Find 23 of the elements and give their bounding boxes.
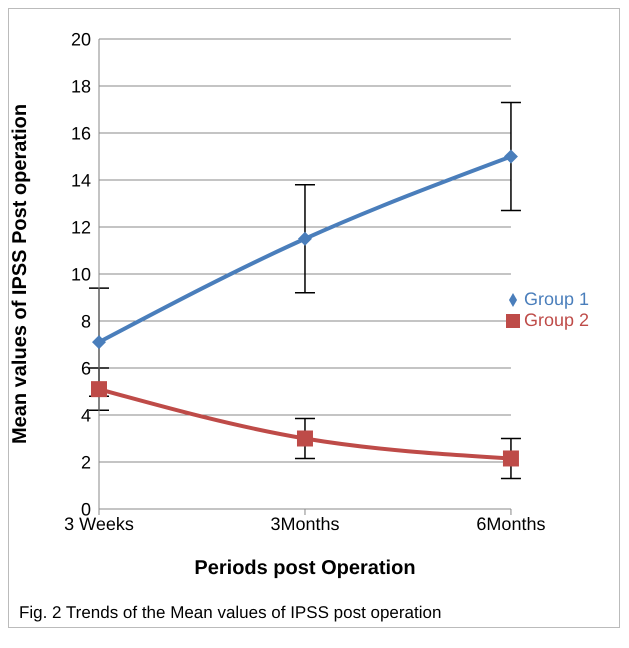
point	[92, 335, 106, 350]
y-tick-label: 16	[70, 123, 91, 144]
y-tick-label: 8	[80, 311, 91, 332]
y-tick-label: 18	[70, 76, 91, 96]
y-tick-label: 4	[80, 405, 91, 426]
y-tick-label: 14	[70, 170, 91, 190]
point	[502, 450, 519, 466]
y-tick-label: 2	[80, 452, 91, 472]
point	[91, 381, 107, 398]
x-tick-label: 6Months	[476, 514, 546, 534]
x-tick-label: 3Months	[270, 514, 340, 534]
y-tick-label: 20	[70, 29, 91, 50]
caption: Fig. 2 Trends of the Mean values of IPSS post operation	[18, 602, 442, 624]
y-tick-label: 6	[80, 358, 91, 378]
point	[298, 232, 312, 246]
y-axis-title: Mean values of IPSS Post operation	[9, 104, 32, 444]
y-tick-label: 12	[70, 217, 91, 238]
x-axis-title: Periods post Operation	[194, 557, 416, 579]
legend-label: Group 1	[524, 289, 589, 309]
y-tick-label: 10	[70, 264, 91, 284]
point	[296, 430, 313, 446]
point	[504, 150, 518, 164]
legend-label: Group 2	[524, 310, 589, 330]
